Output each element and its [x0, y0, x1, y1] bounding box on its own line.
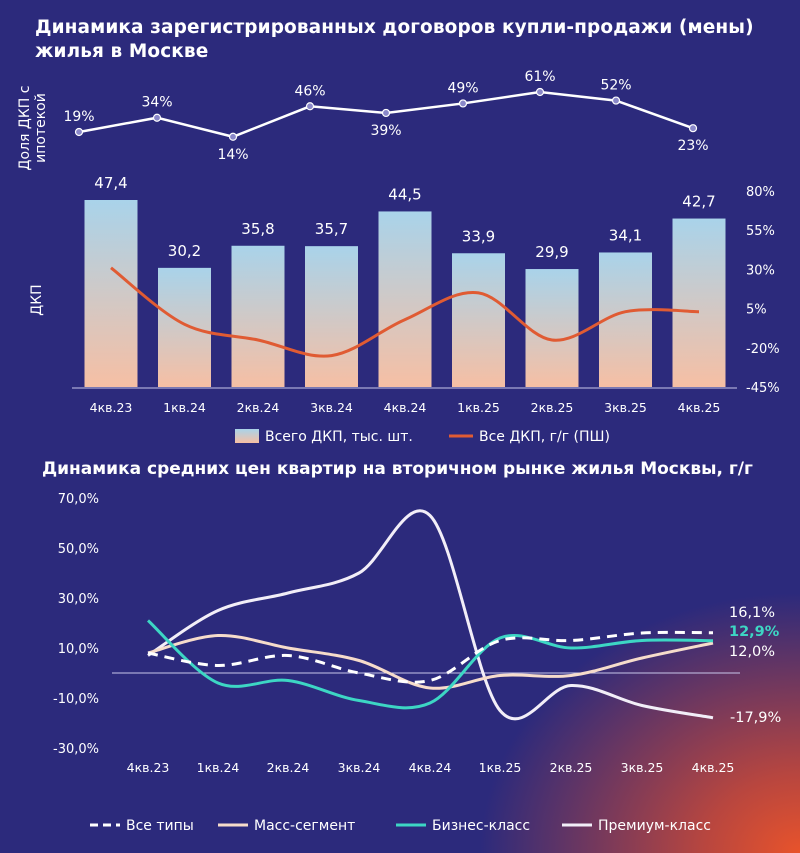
chart2-y-tick: 70,0%: [58, 492, 99, 507]
legend-label-line-business-class: Бизнес-класс: [432, 818, 530, 834]
chart1-y-axis-label: ДКП: [29, 284, 45, 315]
mortgage-share-point: [688, 124, 698, 133]
legend-label-line-premium-class: Премиум-класс: [598, 818, 711, 834]
mortgage-share-point: [458, 99, 468, 108]
chart1-x-tick: 4кв.23: [90, 400, 133, 415]
mortgage-share-point: [305, 102, 315, 111]
chart2-y-tick: -30,0%: [53, 742, 99, 757]
mortgage-share-label: 49%: [447, 80, 478, 96]
mortgage-share-label: 23%: [677, 138, 708, 154]
chart2-x-tick: 2кв.25: [550, 760, 593, 775]
legend-label-line-all-types: Все типы: [126, 818, 194, 834]
mortgage-share-point: [228, 132, 238, 141]
chart1-x-tick: 3кв.24: [310, 400, 353, 415]
bar-value-label: 42,7: [682, 193, 715, 211]
bar: [525, 269, 579, 387]
bar-value-label: 44,5: [388, 185, 421, 203]
chart1-title: Динамика зарегистрированных договоров ку…: [35, 17, 754, 62]
bar: [452, 253, 505, 387]
chart1-x-tick: 4кв.25: [678, 400, 721, 415]
chart1-group: 19% 34% 14% 46% 39% 49% 61% 52% 23% Доля ДКП сипо…: [17, 69, 780, 445]
legend-swatch-bars: [235, 429, 259, 443]
chart1-x-tick: 1кв.25: [457, 400, 500, 415]
chart2-group: 70,0% 50,0% 30,0% 10,0% -10,0% -30,0% 4кв.23 1к…: [53, 492, 781, 834]
yoy-line: [110, 266, 700, 358]
mortgage-share-label: 14%: [217, 147, 248, 163]
chart1-y2-tick: -20%: [746, 342, 780, 357]
mortgage-share-point: [381, 108, 391, 118]
mortgage-share-label: 46%: [294, 83, 325, 99]
legend-label-line-mass-segment: Масс-сегмент: [254, 818, 355, 834]
bar-value-label: 33,9: [462, 227, 495, 245]
mortgage-share-label: 34%: [141, 95, 172, 111]
chart1-x-tick: 3кв.25: [604, 400, 647, 415]
chart1-x-tick: 1кв.24: [163, 400, 206, 415]
bar-value-label: 47,4: [94, 174, 127, 192]
bar-value-label: 29,9: [535, 243, 568, 261]
bar: [84, 200, 138, 387]
chart2-x-tick: 1кв.25: [479, 760, 522, 775]
mortgage-share-point: [535, 87, 545, 97]
chart2-x-tick: 4кв.23: [127, 760, 170, 775]
line-all-types: [147, 630, 714, 684]
mortgage-share-point: [74, 127, 84, 137]
chart2-y-tick: -10,0%: [53, 692, 99, 707]
chart1-y2-tick: 80%: [746, 185, 775, 200]
chart2-x-tick: 1кв.24: [197, 760, 240, 775]
line-mass-segment: [147, 633, 714, 690]
end-label-line-business-class: 12,9%: [729, 624, 780, 640]
chart2-x-tick: 4кв.24: [409, 760, 452, 775]
chart1-y2-tick: 55%: [746, 224, 775, 239]
chart1-x-tick: 2кв.24: [237, 400, 280, 415]
mortgage-share-point: [152, 113, 162, 122]
chart2-x-tick: 3кв.25: [621, 760, 664, 775]
bar-value-label: 34,1: [609, 226, 642, 244]
mortgage-share-point: [611, 96, 621, 105]
line-business-class: [146, 619, 714, 710]
chart2-y-tick: 30,0%: [58, 592, 99, 607]
bar-value-label: 35,7: [315, 220, 348, 238]
line-premium-class: [147, 509, 714, 721]
chart2-title: Динамика средних цен квартир на вторично…: [42, 459, 753, 479]
chart1-y2-tick: 5%: [746, 303, 767, 318]
chart2-y-tick: 50,0%: [58, 542, 99, 557]
bar: [378, 211, 432, 387]
end-label-line-premium-class: -17,9%: [730, 710, 781, 726]
mortgage-share-axis-label: Доля ДКП сипотекой: [17, 86, 49, 171]
mortgage-share-label: 52%: [600, 78, 631, 94]
legend-label-yoy: Все ДКП, г/г (ПШ): [479, 429, 610, 445]
chart1-x-tick: 2кв.25: [531, 400, 574, 415]
chart2-y-tick: 10,0%: [58, 642, 99, 657]
mortgage-share-label: 61%: [524, 69, 555, 85]
chart2-x-tick: 3кв.24: [338, 760, 381, 775]
end-label-line-all-types: 16,1%: [729, 605, 775, 621]
bar-value-label: 30,2: [168, 242, 201, 260]
mortgage-share-label: 19%: [63, 109, 94, 125]
bar: [305, 246, 358, 387]
mortgage-share-label: 39%: [370, 123, 401, 139]
legend-label-bars: Всего ДКП, тыс. шт.: [265, 429, 413, 445]
end-label-line-mass-segment: 12,0%: [729, 644, 775, 660]
bar-value-label: 35,8: [241, 220, 274, 238]
bar: [231, 245, 285, 387]
chart1-y2-tick: -45%: [746, 381, 780, 396]
chart2-x-tick: 4кв.25: [692, 760, 735, 775]
bar: [158, 267, 211, 387]
bar: [672, 218, 726, 387]
chart1-y2-tick: 30%: [746, 263, 775, 278]
chart2-x-tick: 2кв.24: [267, 760, 310, 775]
chart1-x-tick: 4кв.24: [384, 400, 427, 415]
